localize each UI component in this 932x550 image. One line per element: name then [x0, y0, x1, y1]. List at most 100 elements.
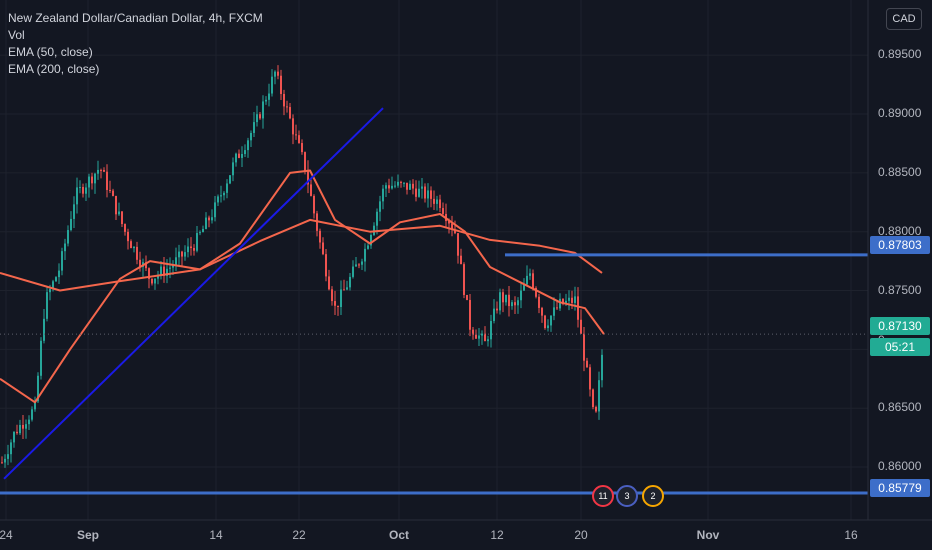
candle-down	[463, 264, 465, 295]
candle-down	[514, 302, 516, 306]
candle-up	[28, 419, 30, 425]
candle-down	[181, 251, 183, 257]
candle-up	[244, 150, 246, 155]
candle-down	[307, 170, 309, 185]
candle-up	[262, 101, 264, 119]
candle-up	[499, 292, 501, 311]
candle-up	[94, 173, 96, 184]
candle-up	[418, 188, 420, 197]
currency-button[interactable]: CAD	[886, 8, 922, 30]
candle-down	[151, 278, 153, 284]
candle-down	[289, 107, 291, 119]
candle-down	[484, 333, 486, 342]
candle-down	[298, 135, 300, 144]
time-tick-label: Sep	[76, 528, 100, 542]
candle-down	[442, 208, 444, 214]
candle-down	[145, 262, 147, 269]
candle-down	[580, 319, 582, 334]
candle-down	[538, 296, 540, 308]
candle-up	[178, 251, 180, 258]
candle-up	[70, 218, 72, 231]
candle-up	[202, 228, 204, 233]
candle-down	[292, 118, 294, 135]
candle-up	[349, 276, 351, 288]
candle-up	[550, 315, 552, 326]
candle-up	[76, 187, 78, 205]
candle-down	[22, 425, 24, 429]
candle-up	[184, 252, 186, 257]
symbol-title[interactable]: New Zealand Dollar/Canadian Dollar, 4h, …	[8, 11, 263, 25]
candle-down	[454, 229, 456, 234]
candle-up	[55, 277, 57, 282]
candle-up	[376, 211, 378, 226]
candle-up	[205, 217, 207, 229]
candle-up	[481, 333, 483, 336]
candle-up	[268, 93, 270, 100]
candle-up	[25, 424, 27, 429]
candle-up	[487, 339, 489, 342]
canada-flag-icon[interactable]: 11	[592, 485, 614, 507]
candle-down	[259, 114, 261, 119]
countdown-badge: 05:21	[870, 338, 930, 356]
candle-up	[385, 185, 387, 189]
ema50-line	[0, 169, 605, 404]
candle-down	[115, 195, 117, 215]
candle-down	[100, 169, 102, 171]
time-tick-label: Oct	[388, 528, 410, 542]
candle-up	[511, 302, 513, 307]
drawing-tools[interactable]	[0, 107, 868, 495]
candle-up	[547, 325, 549, 329]
indicator-ema50[interactable]: EMA (50, close)	[8, 45, 93, 59]
candle-up	[274, 71, 276, 77]
candle-up	[517, 300, 519, 306]
candle-up	[211, 217, 213, 221]
candle-down	[106, 171, 108, 190]
candle-up	[403, 182, 405, 184]
candle-up	[154, 278, 156, 284]
candle-down	[583, 333, 585, 361]
candle-up	[346, 287, 348, 290]
nz-flag-icon[interactable]: 3	[616, 485, 638, 507]
candle-up	[169, 267, 171, 269]
candle-up	[601, 354, 603, 381]
candle-up	[253, 122, 255, 133]
candle-up	[118, 211, 120, 215]
lower-line-price-badge: 0.85779	[870, 479, 930, 497]
time-tick-label: 12	[490, 528, 504, 542]
candle-down	[544, 315, 546, 329]
time-tick-label: Nov	[696, 528, 720, 542]
candle-down	[589, 367, 591, 390]
candle-down	[502, 292, 504, 303]
candle-up	[223, 192, 225, 196]
ema200-line	[0, 218, 603, 292]
candle-down	[91, 176, 93, 184]
candle-down	[577, 296, 579, 320]
price-tick-label: 0.86500	[878, 400, 922, 415]
candle-down	[415, 188, 417, 197]
nz-flag-icon[interactable]: 2	[642, 485, 664, 507]
indicator-vol[interactable]: Vol	[8, 28, 25, 42]
upper-line-price-badge: 0.87803	[870, 236, 930, 254]
candle-down	[130, 241, 132, 249]
candle-up	[352, 266, 354, 277]
candle-down	[424, 186, 426, 199]
candle-down	[556, 307, 558, 309]
candle-up	[265, 99, 267, 102]
candle-up	[271, 76, 273, 94]
candle-up	[409, 183, 411, 190]
candle-up	[58, 270, 60, 278]
candlestick-series	[1, 65, 603, 468]
candle-up	[391, 185, 393, 189]
candle-up	[166, 268, 168, 276]
candle-down	[433, 198, 435, 204]
indicator-ema200[interactable]: EMA (200, close)	[8, 62, 100, 76]
price-tick-label: 0.88000	[878, 223, 922, 238]
candle-down	[496, 308, 498, 311]
time-tick-label: 16	[844, 528, 858, 542]
candle-up	[397, 181, 399, 186]
candle-down	[325, 254, 327, 277]
candle-down	[457, 233, 459, 256]
candle-up	[199, 232, 201, 234]
candle-down	[109, 189, 111, 191]
